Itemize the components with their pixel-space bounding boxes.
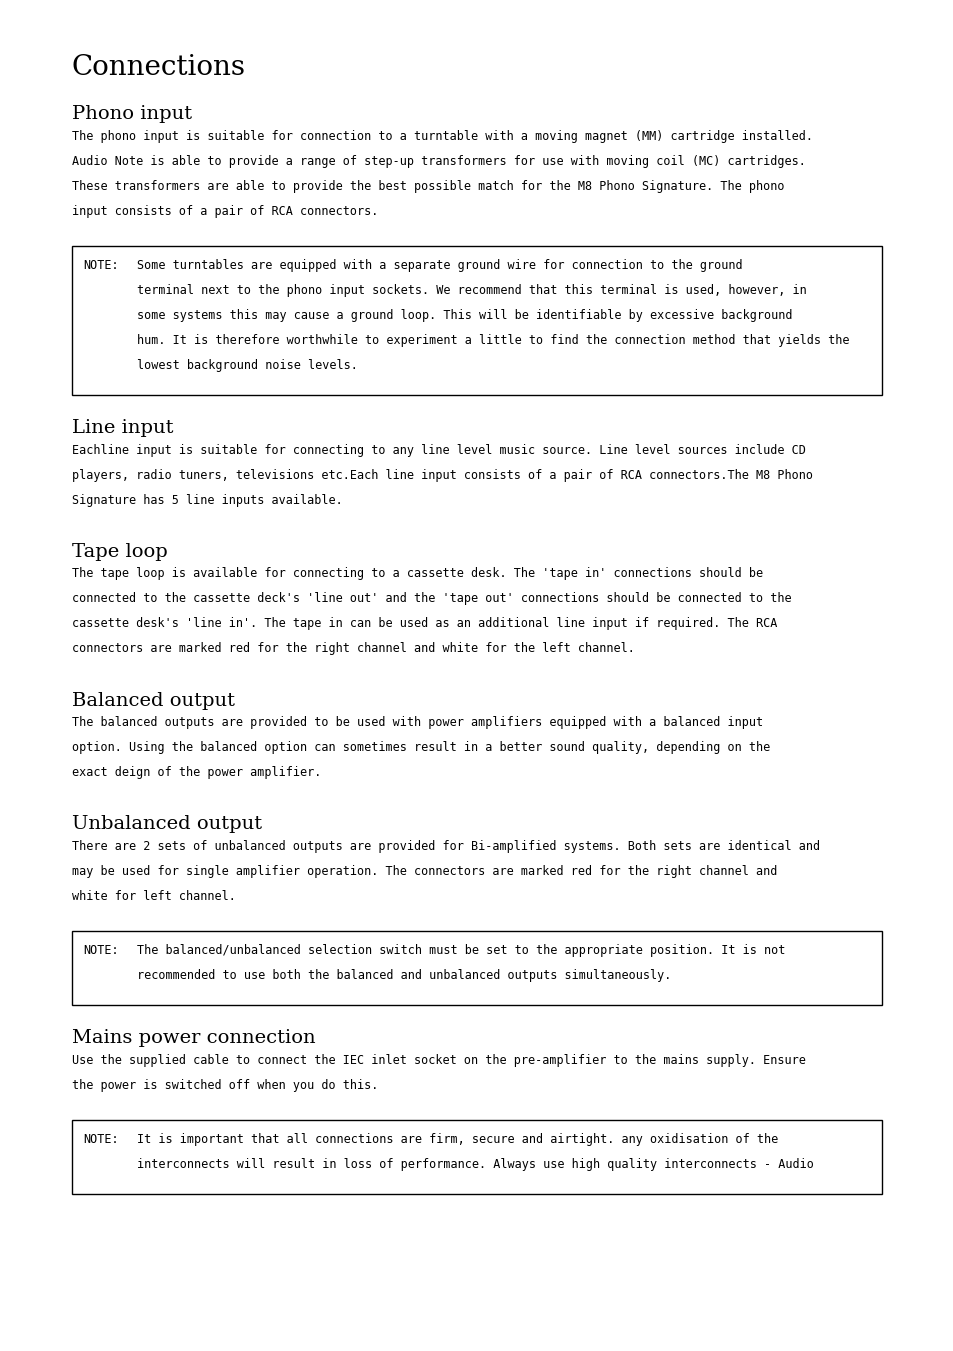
Bar xyxy=(71,246,882,396)
Text: NOTE:: NOTE: xyxy=(83,1133,118,1147)
Text: Connections: Connections xyxy=(71,54,245,81)
Text: white for left channel.: white for left channel. xyxy=(71,889,235,902)
Text: NOTE:: NOTE: xyxy=(83,259,118,273)
Text: may be used for single amplifier operation. The connectors are marked red for th: may be used for single amplifier operati… xyxy=(71,865,776,878)
Text: lowest background noise levels.: lowest background noise levels. xyxy=(137,359,358,373)
Text: Phono input: Phono input xyxy=(71,105,192,123)
Text: Audio Note is able to provide a range of step-up transformers for use with movin: Audio Note is able to provide a range of… xyxy=(71,155,804,168)
Text: connected to the cassette deck's 'line out' and the 'tape out' connections shoul: connected to the cassette deck's 'line o… xyxy=(71,592,790,605)
Text: The balanced outputs are provided to be used with power amplifiers equipped with: The balanced outputs are provided to be … xyxy=(71,716,761,730)
Text: exact deign of the power amplifier.: exact deign of the power amplifier. xyxy=(71,766,320,780)
Text: terminal next to the phono input sockets. We recommend that this terminal is use: terminal next to the phono input sockets… xyxy=(137,284,806,297)
Text: hum. It is therefore worthwhile to experiment a little to find the connection me: hum. It is therefore worthwhile to exper… xyxy=(137,334,849,347)
Text: The phono input is suitable for connection to a turntable with a moving magnet (: The phono input is suitable for connecti… xyxy=(71,130,812,143)
Text: cassette desk's 'line in'. The tape in can be used as an additional line input i: cassette desk's 'line in'. The tape in c… xyxy=(71,617,776,631)
Text: Unbalanced output: Unbalanced output xyxy=(71,815,261,834)
Text: some systems this may cause a ground loop. This will be identifiable by excessiv: some systems this may cause a ground loo… xyxy=(137,309,792,323)
Text: Line input: Line input xyxy=(71,419,172,438)
Text: NOTE:: NOTE: xyxy=(83,944,118,958)
Text: Mains power connection: Mains power connection xyxy=(71,1029,314,1047)
Text: The balanced/unbalanced selection switch must be set to the appropriate position: The balanced/unbalanced selection switch… xyxy=(137,944,785,958)
Text: Tape loop: Tape loop xyxy=(71,543,167,561)
Text: Some turntables are equipped with a separate ground wire for connection to the g: Some turntables are equipped with a sepa… xyxy=(137,259,742,273)
Text: It is important that all connections are firm, secure and airtight. any oxidisat: It is important that all connections are… xyxy=(137,1133,778,1147)
Text: There are 2 sets of unbalanced outputs are provided for Bi-amplified systems. Bo: There are 2 sets of unbalanced outputs a… xyxy=(71,839,819,852)
Text: Signature has 5 line inputs available.: Signature has 5 line inputs available. xyxy=(71,494,342,507)
Text: connectors are marked red for the right channel and white for the left channel.: connectors are marked red for the right … xyxy=(71,642,634,655)
Bar xyxy=(71,931,882,1005)
Text: The tape loop is available for connecting to a cassette desk. The 'tape in' conn: The tape loop is available for connectin… xyxy=(71,567,761,581)
Text: players, radio tuners, televisions etc.Each line input consists of a pair of RCA: players, radio tuners, televisions etc.E… xyxy=(71,469,812,482)
Text: These transformers are able to provide the best possible match for the M8 Phono : These transformers are able to provide t… xyxy=(71,180,783,193)
Text: Balanced output: Balanced output xyxy=(71,692,234,709)
Text: Use the supplied cable to connect the IEC inlet socket on the pre-amplifier to t: Use the supplied cable to connect the IE… xyxy=(71,1054,804,1067)
Text: interconnects will result in loss of performance. Always use high quality interc: interconnects will result in loss of per… xyxy=(137,1158,814,1171)
Text: the power is switched off when you do this.: the power is switched off when you do th… xyxy=(71,1078,377,1092)
Text: option. Using the balanced option can sometimes result in a better sound quality: option. Using the balanced option can so… xyxy=(71,740,769,754)
Text: recommended to use both the balanced and unbalanced outputs simultaneously.: recommended to use both the balanced and… xyxy=(137,970,671,982)
Text: Eachline input is suitable for connecting to any line level music source. Line l: Eachline input is suitable for connectin… xyxy=(71,443,804,457)
Text: input consists of a pair of RCA connectors.: input consists of a pair of RCA connecto… xyxy=(71,205,377,218)
Bar xyxy=(71,1120,882,1194)
